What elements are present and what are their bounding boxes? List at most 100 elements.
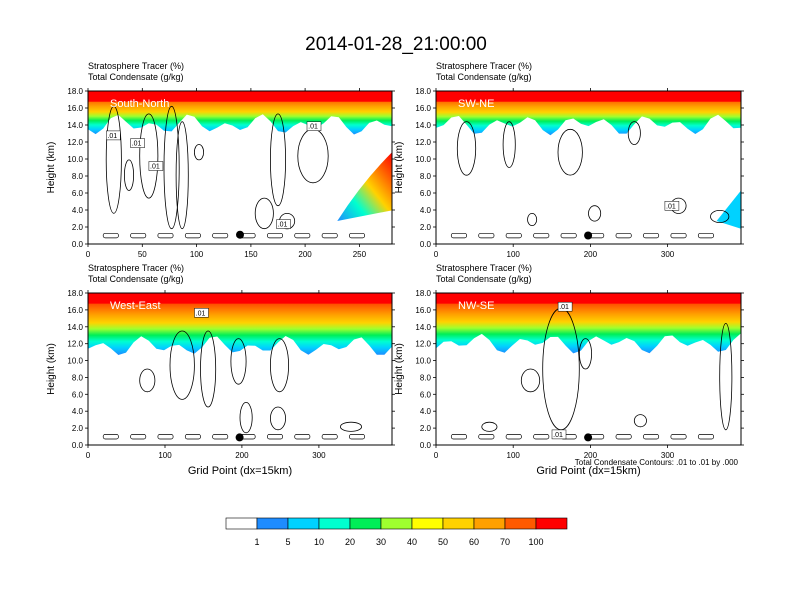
- contour-line: [294, 232, 311, 239]
- colorbar-swatch: [380, 517, 413, 530]
- panel-3: .01 West-East 0.0 2.0 4.0 6.0 8.0 10.0 12.0 14.0 1…: [46, 263, 395, 477]
- panel-label-condensate: Total Condensate (g/kg): [88, 274, 184, 284]
- x-tick-label: 0: [86, 250, 91, 259]
- tracer-top-band: [436, 293, 741, 304]
- contour-line: [157, 232, 174, 239]
- y-tick-label: 6.0: [420, 390, 432, 399]
- contour-line: [643, 434, 660, 440]
- x-tick-label: 0: [86, 451, 91, 460]
- location-marker: [235, 433, 244, 442]
- y-tick-label: 16.0: [67, 306, 83, 315]
- colorbar-swatch: [349, 517, 382, 530]
- contour-line: [615, 232, 632, 239]
- location-marker: [584, 231, 593, 240]
- contour-line: [557, 128, 583, 176]
- contour-line: [719, 322, 733, 431]
- x-tick-label: 250: [353, 250, 367, 259]
- contour-label: .01: [559, 304, 569, 311]
- plot-frame: [87, 90, 393, 245]
- y-tick-label: 14.0: [67, 121, 83, 130]
- y-tick-label: 18.0: [415, 87, 431, 96]
- contour-line: [520, 368, 541, 393]
- y-axis-title: Height (km): [394, 343, 405, 395]
- contour-line: [349, 232, 365, 239]
- section-name: West-East: [110, 300, 161, 312]
- panel-4: .01 .01 NW-SE 0.0 2.0 4.0 6.0 8.0 10.0 12.0 14.0 16…: [394, 263, 744, 477]
- contour-line: [193, 144, 204, 161]
- colorbar-swatch: [535, 517, 568, 530]
- y-tick-label: 12.0: [415, 138, 431, 147]
- colorbar-label: 1: [254, 537, 259, 547]
- x-tick-label: 300: [661, 250, 675, 259]
- y-tick-label: 10.0: [67, 357, 83, 366]
- contour-line: [239, 401, 253, 434]
- colorbar-swatch: [318, 517, 351, 530]
- contour-line: [102, 434, 119, 440]
- contour-line: [579, 338, 593, 370]
- panel-label-tracer: Stratosphere Tracer (%): [436, 61, 532, 71]
- plot-frame: [435, 90, 742, 245]
- panel-1: .01 .01 .01 .01 .01 South-North 0.0 2.0 4.0 6.0 8.…: [46, 61, 395, 259]
- contour-line: [269, 406, 286, 431]
- contour-line: [102, 232, 119, 239]
- y-tick-label: 14.0: [67, 323, 83, 332]
- y-tick-label: 6.0: [72, 390, 84, 399]
- contour-line: [254, 197, 274, 230]
- figure-title: 2014-01-28_21:00:00: [305, 34, 487, 55]
- y-tick-label: 4.0: [420, 206, 432, 215]
- contour-line: [267, 434, 283, 440]
- x-tick-label: 0: [434, 250, 439, 259]
- y-tick-label: 10.0: [67, 155, 83, 164]
- y-tick-label: 14.0: [415, 121, 431, 130]
- contour-label: .01: [196, 310, 206, 317]
- tracer-band: [88, 293, 392, 355]
- x-tick-label: 100: [507, 250, 521, 259]
- y-tick-label: 14.0: [415, 323, 431, 332]
- contour-line: [450, 434, 467, 440]
- y-tick-label: 6.0: [72, 189, 84, 198]
- contour-label: .01: [107, 133, 117, 140]
- contour-line: [184, 434, 201, 440]
- contour-line: [200, 330, 217, 408]
- y-tick-label: 4.0: [72, 206, 84, 215]
- contour-label-box: [664, 201, 680, 211]
- y-tick-label: 12.0: [415, 340, 431, 349]
- contour-line: [321, 434, 338, 440]
- y-tick-label: 18.0: [415, 289, 431, 298]
- contour-line: [175, 121, 189, 230]
- x-tick-label: 300: [312, 451, 326, 460]
- contour-line: [230, 338, 247, 385]
- x-tick-label: 200: [298, 250, 312, 259]
- x-tick-label: 200: [584, 250, 598, 259]
- colorbar-label: 40: [407, 537, 417, 547]
- contour-line: [533, 232, 550, 239]
- tracer-band: [436, 293, 741, 354]
- contour-label: .01: [308, 124, 318, 131]
- contour-line: [184, 232, 201, 239]
- contour-label-box: [130, 138, 145, 148]
- panel-label-condensate: Total Condensate (g/kg): [436, 274, 532, 284]
- x-axis-title: Grid Point (dx=15km): [536, 465, 640, 477]
- contour-line: [527, 212, 538, 226]
- condensate-contours: [450, 121, 730, 239]
- panel-label-tracer: Stratosphere Tracer (%): [436, 263, 532, 273]
- x-tick-label: 100: [190, 250, 204, 259]
- colorbar-swatch: [411, 517, 444, 530]
- contour-label-box: [551, 429, 567, 440]
- tracer-plume: [337, 152, 392, 222]
- contour-line: [697, 232, 714, 239]
- colorbar-swatch: [442, 517, 475, 530]
- colorbar-label: 10: [314, 537, 324, 547]
- x-axis-title: Grid Point (dx=15km): [188, 465, 292, 477]
- y-tick-label: 10.0: [415, 357, 431, 366]
- y-tick-label: 2.0: [72, 223, 84, 232]
- x-tick-label: 50: [138, 250, 147, 259]
- panels: .01 .01 .01 .01 .01 South-North 0.0 2.0 4.0 6.0 8.…: [46, 61, 744, 477]
- condensate-contours: [102, 330, 365, 440]
- colorbar-label: 70: [500, 537, 510, 547]
- colorbar-label: 50: [438, 537, 448, 547]
- colorbar-swatch: [504, 517, 537, 530]
- contour-line: [139, 368, 156, 393]
- footnote: Total Condensate Contours: .01 to .01 by…: [575, 458, 739, 467]
